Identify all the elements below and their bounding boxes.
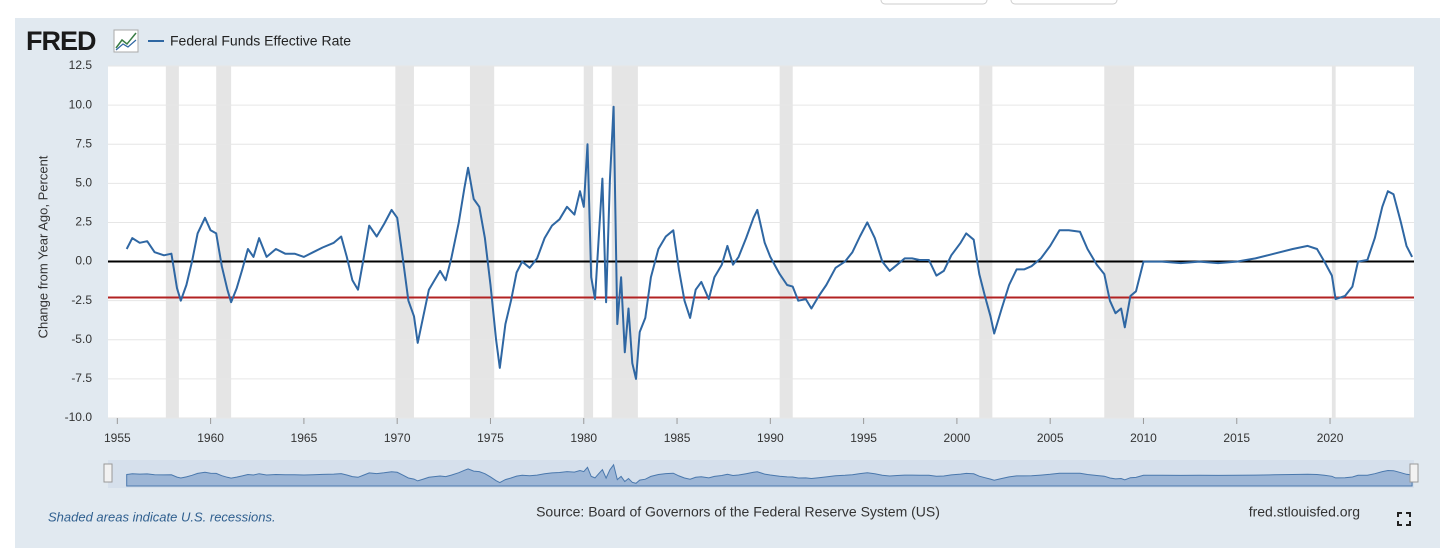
x-tick-label: 1955 [104,431,131,445]
series-line [125,105,1413,380]
navigator-area [126,463,1413,487]
recession-band [583,66,594,418]
logo: FRED [26,26,96,56]
x-tick-label: 2010 [1130,431,1157,445]
y-tick-label: 10.0 [69,97,93,111]
navigator-handle[interactable] [1409,463,1419,483]
toolbar-button[interactable] [1010,0,1118,5]
recession-band [395,66,414,418]
recession-band [216,66,232,418]
x-tick-label: 1995 [850,431,877,445]
y-axis-label: Change from Year Ago, Percent [35,155,50,338]
y-tick-label: 5.0 [75,176,92,190]
site-link[interactable]: fred.stlouisfed.org [1249,504,1360,520]
recession-band [1104,66,1135,418]
x-tick-label: 2020 [1317,431,1344,445]
x-tick-label: 2000 [944,431,971,445]
y-tick-label: -10.0 [65,410,93,424]
toolbar-button[interactable] [880,0,988,5]
recession-band [165,66,179,418]
recession-band [979,66,993,418]
y-tick-label: 2.5 [75,215,92,229]
y-tick-label: 12.5 [69,58,93,72]
x-tick-label: 1990 [757,431,784,445]
y-tick-label: 7.5 [75,136,92,150]
logo-icon [113,29,139,53]
y-tick-label: -2.5 [71,293,92,307]
recession-band [779,66,793,418]
x-tick-label: 1980 [570,431,597,445]
plot [108,65,1414,424]
x-tick-label: 2015 [1223,431,1250,445]
recession-note: Shaded areas indicate U.S. recessions. [48,509,276,524]
y-tick-label: 0.0 [75,254,92,268]
legend-label: Federal Funds Effective Rate [170,33,351,49]
recession-band [1331,66,1336,418]
plot-area [108,66,1414,418]
x-tick-label: 1975 [477,431,504,445]
x-tick-label: 1970 [384,431,411,445]
navigator-handle[interactable] [103,463,113,483]
recession-band [469,66,495,418]
x-tick-label: 1965 [291,431,318,445]
source: Source: Board of Governors of the Federa… [536,504,940,520]
fullscreen-button[interactable] [1397,512,1411,526]
y-tick-label: -7.5 [71,371,92,385]
x-tick-label: 1960 [197,431,224,445]
y-tick-label: -5.0 [71,332,92,346]
x-tick-label: 1985 [664,431,691,445]
x-tick-label: 2005 [1037,431,1064,445]
